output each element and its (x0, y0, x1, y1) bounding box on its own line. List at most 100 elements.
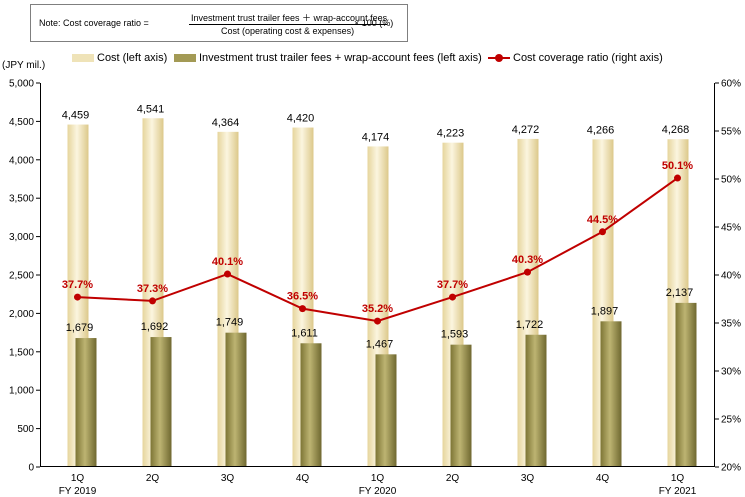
x-tick-label: 4Q (596, 473, 610, 484)
cost-data-label: 4,541 (137, 103, 165, 115)
y2-tick-label: 40% (721, 271, 741, 282)
y2-tick-label: 45% (721, 223, 741, 234)
fees-bar (300, 343, 322, 467)
ratio-data-label: 40.1% (212, 256, 243, 268)
fees-bars (75, 302, 697, 467)
ratio-data-label: 44.5% (587, 214, 618, 226)
x-tick-label: 3Q (221, 473, 235, 484)
x-tick-label: 1Q (71, 473, 85, 484)
ratio-data-label: 37.7% (437, 279, 468, 291)
fees-bar (75, 338, 97, 467)
y-tick-label: 0 (28, 463, 34, 474)
fees-bar (450, 344, 472, 467)
y2-axis: 20% 25% 30% 35% 40% 45% 50% 55% 60% (715, 79, 741, 474)
x-tick-label: 1Q (671, 473, 685, 484)
cost-data-label: 4,174 (362, 131, 390, 143)
ratio-data-label: 36.5% (287, 291, 318, 303)
fees-data-label: 1,467 (366, 338, 394, 350)
fees-bar (675, 302, 697, 467)
ratio-point (299, 305, 306, 313)
x-tick-label: 2Q (446, 473, 460, 484)
fiscal-year-label: FY 2019 (59, 486, 97, 497)
ratio-point (149, 297, 156, 305)
legend-label-ratio: Cost coverage ratio (right axis) (513, 52, 663, 64)
legend-label-cost: Cost (left axis) (97, 52, 168, 64)
x-axis: 1Q FY 2019 2Q 3Q 4Q 1Q FY 2020 2Q 3Q 4Q 1Q FY 2021 (59, 473, 697, 497)
y2-tick-label: 60% (721, 79, 741, 90)
fees-data-label: 1,611 (291, 327, 318, 339)
legend-label-fees: Investment trust trailer fees + wrap-acc… (199, 52, 482, 64)
y2-tick-label: 20% (721, 463, 741, 474)
fees-bar (375, 354, 397, 467)
fiscal-year-label: FY 2020 (359, 486, 397, 497)
legend-swatch-fees (174, 54, 196, 62)
note-prefix: Note: Cost coverage ratio = (39, 18, 149, 28)
note-denominator: Cost (operating cost & expenses) (221, 26, 355, 36)
y-tick-label: 1,000 (9, 386, 34, 397)
y-tick-label: 5,000 (9, 79, 34, 90)
y2-tick-label: 50% (721, 175, 741, 186)
cost-data-label: 4,268 (662, 124, 690, 136)
fees-data-label: 1,692 (141, 321, 169, 333)
ratio-point (524, 268, 531, 276)
legend-swatch-ratio (488, 54, 510, 62)
x-tick-label: 2Q (146, 473, 160, 484)
note-numerator: Investment trust trailer fees ＋ wrap-acc… (191, 13, 388, 23)
y2-tick-label: 55% (721, 127, 741, 138)
note-box: Note: Cost coverage ratio = Investment t… (30, 4, 408, 42)
ratio-data-label: 37.3% (137, 283, 168, 295)
ratio-data-label: 35.2% (362, 303, 393, 315)
y-tick-label: 4,500 (9, 117, 34, 128)
y-tick-label: 500 (17, 424, 34, 435)
fees-data-label: 1,749 (216, 317, 244, 329)
note-fraction-line (189, 24, 387, 25)
y2-tick-label: 35% (721, 319, 741, 330)
fees-data-label: 1,897 (591, 305, 619, 317)
ratio-point (224, 270, 231, 278)
y-tick-label: 4,000 (9, 155, 34, 166)
fees-bar (150, 337, 172, 467)
ratio-point (74, 293, 81, 301)
ratio-point (374, 317, 381, 325)
fees-data-label: 2,137 (666, 287, 694, 299)
y-axis-title: (JPY mil.) (2, 60, 45, 71)
y-axis: 0 500 1,000 1,500 2,000 2,500 3,000 3,500 4,000 4… (9, 79, 40, 474)
fees-bar (525, 334, 547, 467)
fees-data-label: 1,593 (441, 329, 469, 341)
fees-data-label: 1,722 (516, 319, 544, 331)
legend-item-fees: Investment trust trailer fees + wrap-acc… (174, 52, 482, 64)
bar-data-labels: 4,459 4,541 4,364 4,420 4,174 4,223 4,272 4,266… (62, 103, 694, 350)
ratio-line-series: 37.7% 37.3% 40.1% 36.5% 35.2% 37.7% 40.3% 44.5%… (62, 160, 693, 325)
x-tick-label: 1Q (371, 473, 385, 484)
ratio-point (449, 293, 456, 301)
fiscal-year-label: FY 2021 (659, 486, 697, 497)
ratio-data-label: 40.3% (512, 254, 543, 266)
y2-tick-label: 30% (721, 367, 741, 378)
ratio-data-label: 50.1% (662, 160, 693, 172)
ratio-data-label: 37.7% (62, 279, 93, 291)
legend-swatch-cost (72, 54, 94, 62)
fees-data-label: 1,679 (66, 322, 94, 334)
cost-data-label: 4,420 (287, 113, 315, 125)
legend-item-cost: Cost (left axis) (72, 52, 167, 64)
cost-data-label: 4,364 (212, 117, 240, 129)
x-tick-label: 4Q (296, 473, 310, 484)
cost-data-label: 4,272 (512, 124, 540, 136)
y-tick-label: 3,000 (9, 232, 34, 243)
fees-bar (225, 332, 247, 467)
ratio-point (674, 174, 681, 182)
note-suffix: × 100 (%) (354, 18, 394, 28)
y-tick-label: 3,500 (9, 194, 34, 205)
legend-item-ratio: Cost coverage ratio (right axis) (488, 52, 663, 64)
y2-tick-label: 25% (721, 415, 741, 426)
cost-data-label: 4,223 (437, 128, 465, 140)
ratio-point (599, 228, 606, 236)
cost-data-label: 4,459 (62, 110, 90, 122)
y-tick-label: 2,500 (9, 271, 34, 282)
x-tick-label: 3Q (521, 473, 535, 484)
cost-data-label: 4,266 (587, 124, 615, 136)
y-tick-label: 1,500 (9, 347, 34, 358)
y-tick-label: 2,000 (9, 309, 34, 320)
fees-bar (600, 321, 622, 467)
